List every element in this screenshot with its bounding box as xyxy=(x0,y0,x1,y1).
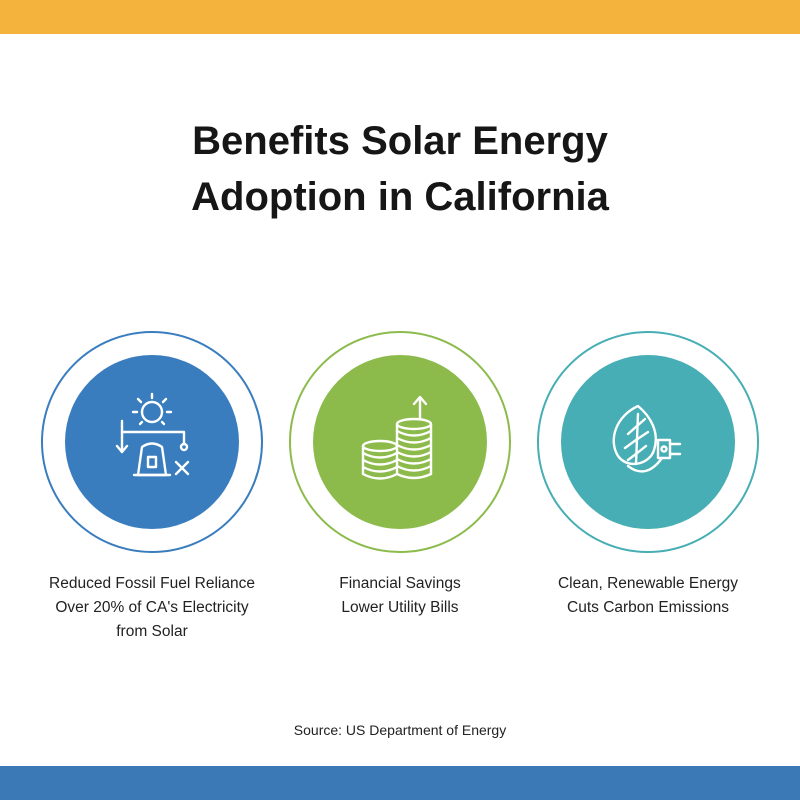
source-note: Source: US Department of Energy xyxy=(293,722,507,738)
benefit-financial-savings: Financial Savings Lower Utility Bills xyxy=(275,331,525,620)
benefit-ring xyxy=(41,331,263,553)
bottom-accent-bar xyxy=(0,766,800,800)
benefit-ring xyxy=(537,331,759,553)
top-accent-bar xyxy=(0,0,800,34)
benefit-caption: Reduced Fossil Fuel Reliance Over 20% of… xyxy=(27,572,277,644)
solar-tower-icon xyxy=(115,392,190,477)
benefit-clean-energy: Clean, Renewable Energy Cuts Carbon Emis… xyxy=(523,331,773,620)
page-title: Benefits Solar Energy Adoption in Califo… xyxy=(0,113,800,225)
coin-stack-icon xyxy=(361,395,433,480)
caption-line: Financial Savings xyxy=(339,575,461,592)
benefit-fossil-fuel: Reduced Fossil Fuel Reliance Over 20% of… xyxy=(27,331,277,644)
benefit-caption: Clean, Renewable Energy Cuts Carbon Emis… xyxy=(523,572,773,620)
caption-line: Clean, Renewable Energy xyxy=(557,575,739,592)
caption-line: Over 20% of CA's Electricity xyxy=(55,599,249,616)
leaf-plug-icon xyxy=(612,404,682,473)
caption-line: from Solar xyxy=(116,623,188,640)
title-line-2: Adoption in California xyxy=(191,175,609,219)
benefit-disc xyxy=(561,355,735,529)
benefit-disc xyxy=(313,355,487,529)
caption-line: Lower Utility Bills xyxy=(341,599,459,616)
caption-line: Reduced Fossil Fuel Reliance xyxy=(49,575,255,592)
title-line-1: Benefits Solar Energy xyxy=(192,119,608,163)
caption-line: Cuts Carbon Emissions xyxy=(567,599,729,616)
benefit-ring xyxy=(289,331,511,553)
benefit-caption: Financial Savings Lower Utility Bills xyxy=(275,572,525,620)
benefit-disc xyxy=(65,355,239,529)
